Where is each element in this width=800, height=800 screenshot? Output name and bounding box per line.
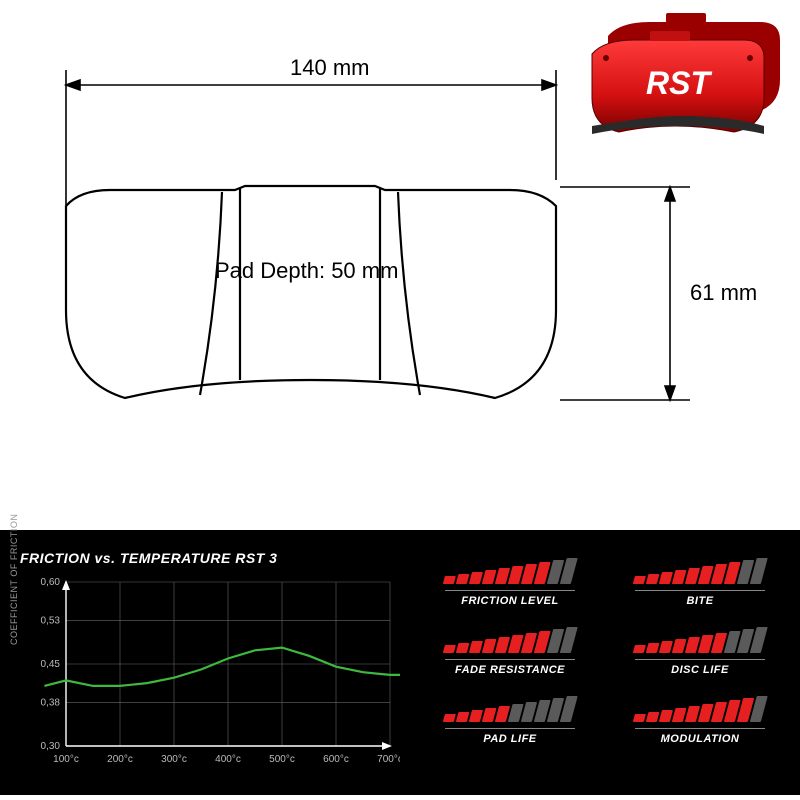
metric-bar <box>646 712 660 722</box>
svg-text:300°c: 300°c <box>161 754 187 765</box>
svg-text:0,38: 0,38 <box>41 697 61 708</box>
metric-bars <box>417 629 603 653</box>
brand-text: RST <box>646 65 712 101</box>
metric-bar <box>456 712 470 722</box>
y-axis-label: COEFFICIENT OF FRICTION <box>9 514 19 645</box>
svg-text:0,53: 0,53 <box>41 615 61 626</box>
metric-bars <box>607 698 793 722</box>
svg-text:0,45: 0,45 <box>41 659 61 670</box>
metric-bar <box>659 710 673 722</box>
metric-item: FADE RESISTANCE <box>420 629 600 678</box>
metric-bar <box>469 641 483 653</box>
metric-item: PAD LIFE <box>420 698 600 747</box>
svg-text:100°c: 100°c <box>53 754 79 765</box>
pad-outline <box>66 186 556 398</box>
metric-bar <box>633 645 646 653</box>
metric-label: DISC LIFE <box>635 659 765 676</box>
metric-label: MODULATION <box>635 728 765 745</box>
metric-bar <box>443 645 456 653</box>
svg-text:0,60: 0,60 <box>41 577 61 588</box>
svg-text:500°c: 500°c <box>269 754 295 765</box>
metric-bars <box>417 560 603 584</box>
metric-item: DISC LIFE <box>610 629 790 678</box>
metric-bar <box>469 710 483 722</box>
svg-text:700°c: 700°c <box>377 754 400 765</box>
friction-chart: FRICTION vs. TEMPERATURE RST 3 COEFFICIE… <box>20 550 400 775</box>
metric-bars <box>417 698 603 722</box>
metric-bar <box>633 714 646 722</box>
metric-bars <box>607 629 793 653</box>
metric-label: FRICTION LEVEL <box>445 590 575 607</box>
height-dim: 61 mm <box>690 280 757 305</box>
metric-bar <box>659 572 673 584</box>
metric-label: BITE <box>635 590 765 607</box>
metric-item: BITE <box>610 560 790 609</box>
product-image: RST <box>580 10 790 150</box>
metric-label: PAD LIFE <box>445 728 575 745</box>
svg-text:0,30: 0,30 <box>41 741 61 752</box>
metric-bar <box>633 576 646 584</box>
svg-text:600°c: 600°c <box>323 754 349 765</box>
metric-item: MODULATION <box>610 698 790 747</box>
depth-label: Pad Depth: 50 mm <box>215 258 398 283</box>
metrics-grid: FRICTION LEVEL BITE FADE RESISTANCE DISC LI… <box>420 560 790 747</box>
metric-bar <box>659 641 673 653</box>
metric-bar <box>443 714 456 722</box>
metric-bar <box>456 574 470 584</box>
metric-bar <box>443 576 456 584</box>
metric-label: FADE RESISTANCE <box>445 659 575 676</box>
width-dim: 140 mm <box>290 55 369 80</box>
metric-bars <box>607 560 793 584</box>
metric-bar <box>646 574 660 584</box>
metric-bar <box>469 572 483 584</box>
svg-text:200°c: 200°c <box>107 754 133 765</box>
svg-text:400°c: 400°c <box>215 754 241 765</box>
metric-item: FRICTION LEVEL <box>420 560 600 609</box>
metric-bar <box>646 643 660 653</box>
metric-bar <box>456 643 470 653</box>
chart-title: FRICTION vs. TEMPERATURE RST 3 <box>20 550 400 566</box>
performance-panel: FRICTION vs. TEMPERATURE RST 3 COEFFICIE… <box>0 530 800 795</box>
